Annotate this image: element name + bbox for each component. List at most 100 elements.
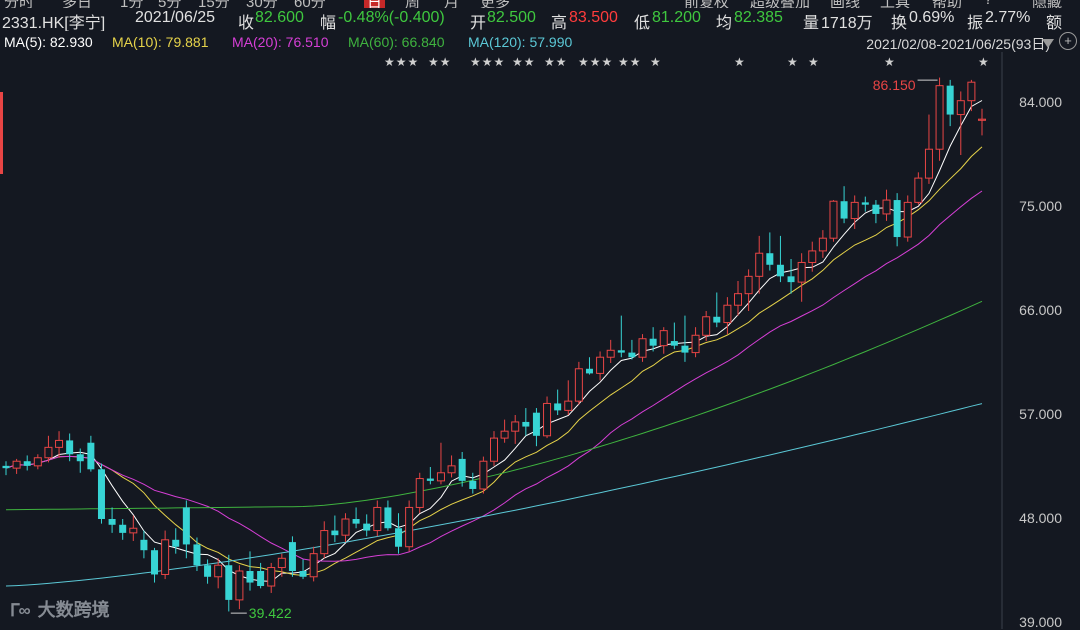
- candle-body[interactable]: [12, 460, 21, 469]
- toolbar-item-13[interactable]: 画线: [830, 0, 860, 8]
- candle-body[interactable]: [734, 293, 742, 306]
- candle-body[interactable]: [363, 523, 371, 531]
- toolbar-item-12[interactable]: 超级叠加: [750, 0, 810, 8]
- candle-body[interactable]: [872, 204, 880, 214]
- toolbar-item-17[interactable]: 隐藏: [1032, 0, 1062, 8]
- candle-body[interactable]: [606, 349, 615, 358]
- candle-body[interactable]: [214, 564, 223, 578]
- candle-body[interactable]: [193, 544, 201, 566]
- candle-body[interactable]: [522, 421, 530, 427]
- candle-body[interactable]: [352, 519, 360, 524]
- toolbar-item-3[interactable]: 5分: [158, 0, 181, 8]
- candle-body[interactable]: [161, 539, 170, 575]
- candle-body[interactable]: [119, 524, 127, 533]
- candle-body[interactable]: [55, 439, 64, 448]
- candle-body[interactable]: [331, 530, 339, 536]
- candle-body[interactable]: [490, 437, 498, 462]
- candle-body[interactable]: [935, 85, 944, 150]
- candle-body[interactable]: [681, 345, 689, 353]
- candle-body[interactable]: [882, 199, 891, 215]
- candle-body[interactable]: [893, 200, 901, 238]
- candle-body[interactable]: [596, 356, 605, 374]
- toolbar-item-16[interactable]: ?: [984, 0, 992, 8]
- candle-body[interactable]: [924, 148, 933, 179]
- toolbar-item-14[interactable]: 工具: [880, 0, 910, 8]
- candle-body[interactable]: [66, 440, 74, 455]
- candle-body[interactable]: [543, 402, 552, 437]
- toolbar-item-5[interactable]: 30分: [246, 0, 278, 8]
- toolbar-item-6[interactable]: 60分: [294, 0, 326, 8]
- candle-body[interactable]: [723, 304, 732, 324]
- date-range[interactable]: 2021/02/08-2021/06/25(93日): [866, 36, 1050, 52]
- chevron-down-icon[interactable]: [1042, 39, 1054, 48]
- candle-body[interactable]: [511, 421, 520, 432]
- candle-body[interactable]: [426, 478, 434, 481]
- candle-body[interactable]: [288, 542, 296, 571]
- candle-body[interactable]: [479, 460, 488, 490]
- candle-body[interactable]: [766, 253, 774, 265]
- candle-body[interactable]: [140, 539, 148, 551]
- candle-body[interactable]: [458, 458, 466, 481]
- candle-body[interactable]: [829, 200, 838, 239]
- candle-body[interactable]: [649, 338, 657, 346]
- candle-body[interactable]: [341, 518, 350, 536]
- candle-body[interactable]: [415, 478, 424, 508]
- candle-body[interactable]: [469, 480, 477, 489]
- candle-body[interactable]: [235, 570, 244, 601]
- candle-body[interactable]: [744, 275, 753, 295]
- candle-body[interactable]: [617, 350, 625, 353]
- candle-body[interactable]: [713, 316, 721, 323]
- candle-body[interactable]: [2, 465, 10, 469]
- candle-body[interactable]: [436, 472, 445, 482]
- candle-body[interactable]: [500, 430, 509, 439]
- candle-body[interactable]: [172, 539, 180, 547]
- candle-body[interactable]: [108, 519, 116, 525]
- candle-body[interactable]: [946, 85, 954, 115]
- candle-body[interactable]: [850, 201, 859, 220]
- candle-body[interactable]: [818, 237, 827, 252]
- toolbar-item-4[interactable]: 15分: [198, 0, 230, 8]
- candle-body[interactable]: [129, 527, 138, 534]
- candle-body[interactable]: [978, 118, 986, 121]
- candle-body[interactable]: [395, 528, 403, 547]
- candle-body[interactable]: [23, 461, 31, 466]
- toolbar-item-10[interactable]: 更多: [480, 0, 510, 8]
- candle-body[interactable]: [670, 341, 678, 346]
- candle-body[interactable]: [755, 252, 764, 277]
- toolbar-item-15[interactable]: 帮助: [932, 0, 962, 8]
- candle-body[interactable]: [787, 276, 795, 283]
- toolbar-item-0[interactable]: 分时: [4, 0, 34, 8]
- candle-body[interactable]: [97, 469, 105, 519]
- candle-body[interactable]: [574, 368, 583, 402]
- candle-body[interactable]: [861, 202, 869, 205]
- candle-body[interactable]: [246, 571, 254, 583]
- candle-body[interactable]: [87, 442, 95, 470]
- candle-body[interactable]: [182, 507, 190, 545]
- candle-body[interactable]: [299, 571, 307, 577]
- candle-body[interactable]: [903, 201, 912, 238]
- candle-body[interactable]: [956, 100, 965, 116]
- toolbar-item-1[interactable]: 多日: [62, 0, 92, 8]
- candle-body[interactable]: [309, 553, 318, 578]
- candle-body[interactable]: [659, 330, 668, 347]
- candle-body[interactable]: [384, 507, 392, 529]
- candle-body[interactable]: [638, 338, 647, 358]
- candle-body[interactable]: [585, 368, 593, 374]
- candle-body[interactable]: [447, 465, 456, 474]
- candle-body[interactable]: [267, 567, 276, 587]
- candle-body[interactable]: [914, 177, 923, 203]
- candle-body[interactable]: [257, 571, 265, 587]
- candle-body[interactable]: [320, 530, 329, 555]
- candle-body[interactable]: [554, 403, 562, 411]
- candle-body[interactable]: [405, 506, 414, 548]
- zoom-in-icon[interactable]: +: [1059, 32, 1077, 50]
- candle-body[interactable]: [564, 400, 573, 411]
- candle-body[interactable]: [797, 261, 806, 283]
- candle-body[interactable]: [840, 201, 848, 219]
- candle-body[interactable]: [225, 565, 233, 600]
- candle-body[interactable]: [33, 457, 42, 467]
- candle-body[interactable]: [151, 550, 159, 575]
- toolbar-item-2[interactable]: 1分: [120, 0, 143, 8]
- candle-body[interactable]: [277, 557, 286, 569]
